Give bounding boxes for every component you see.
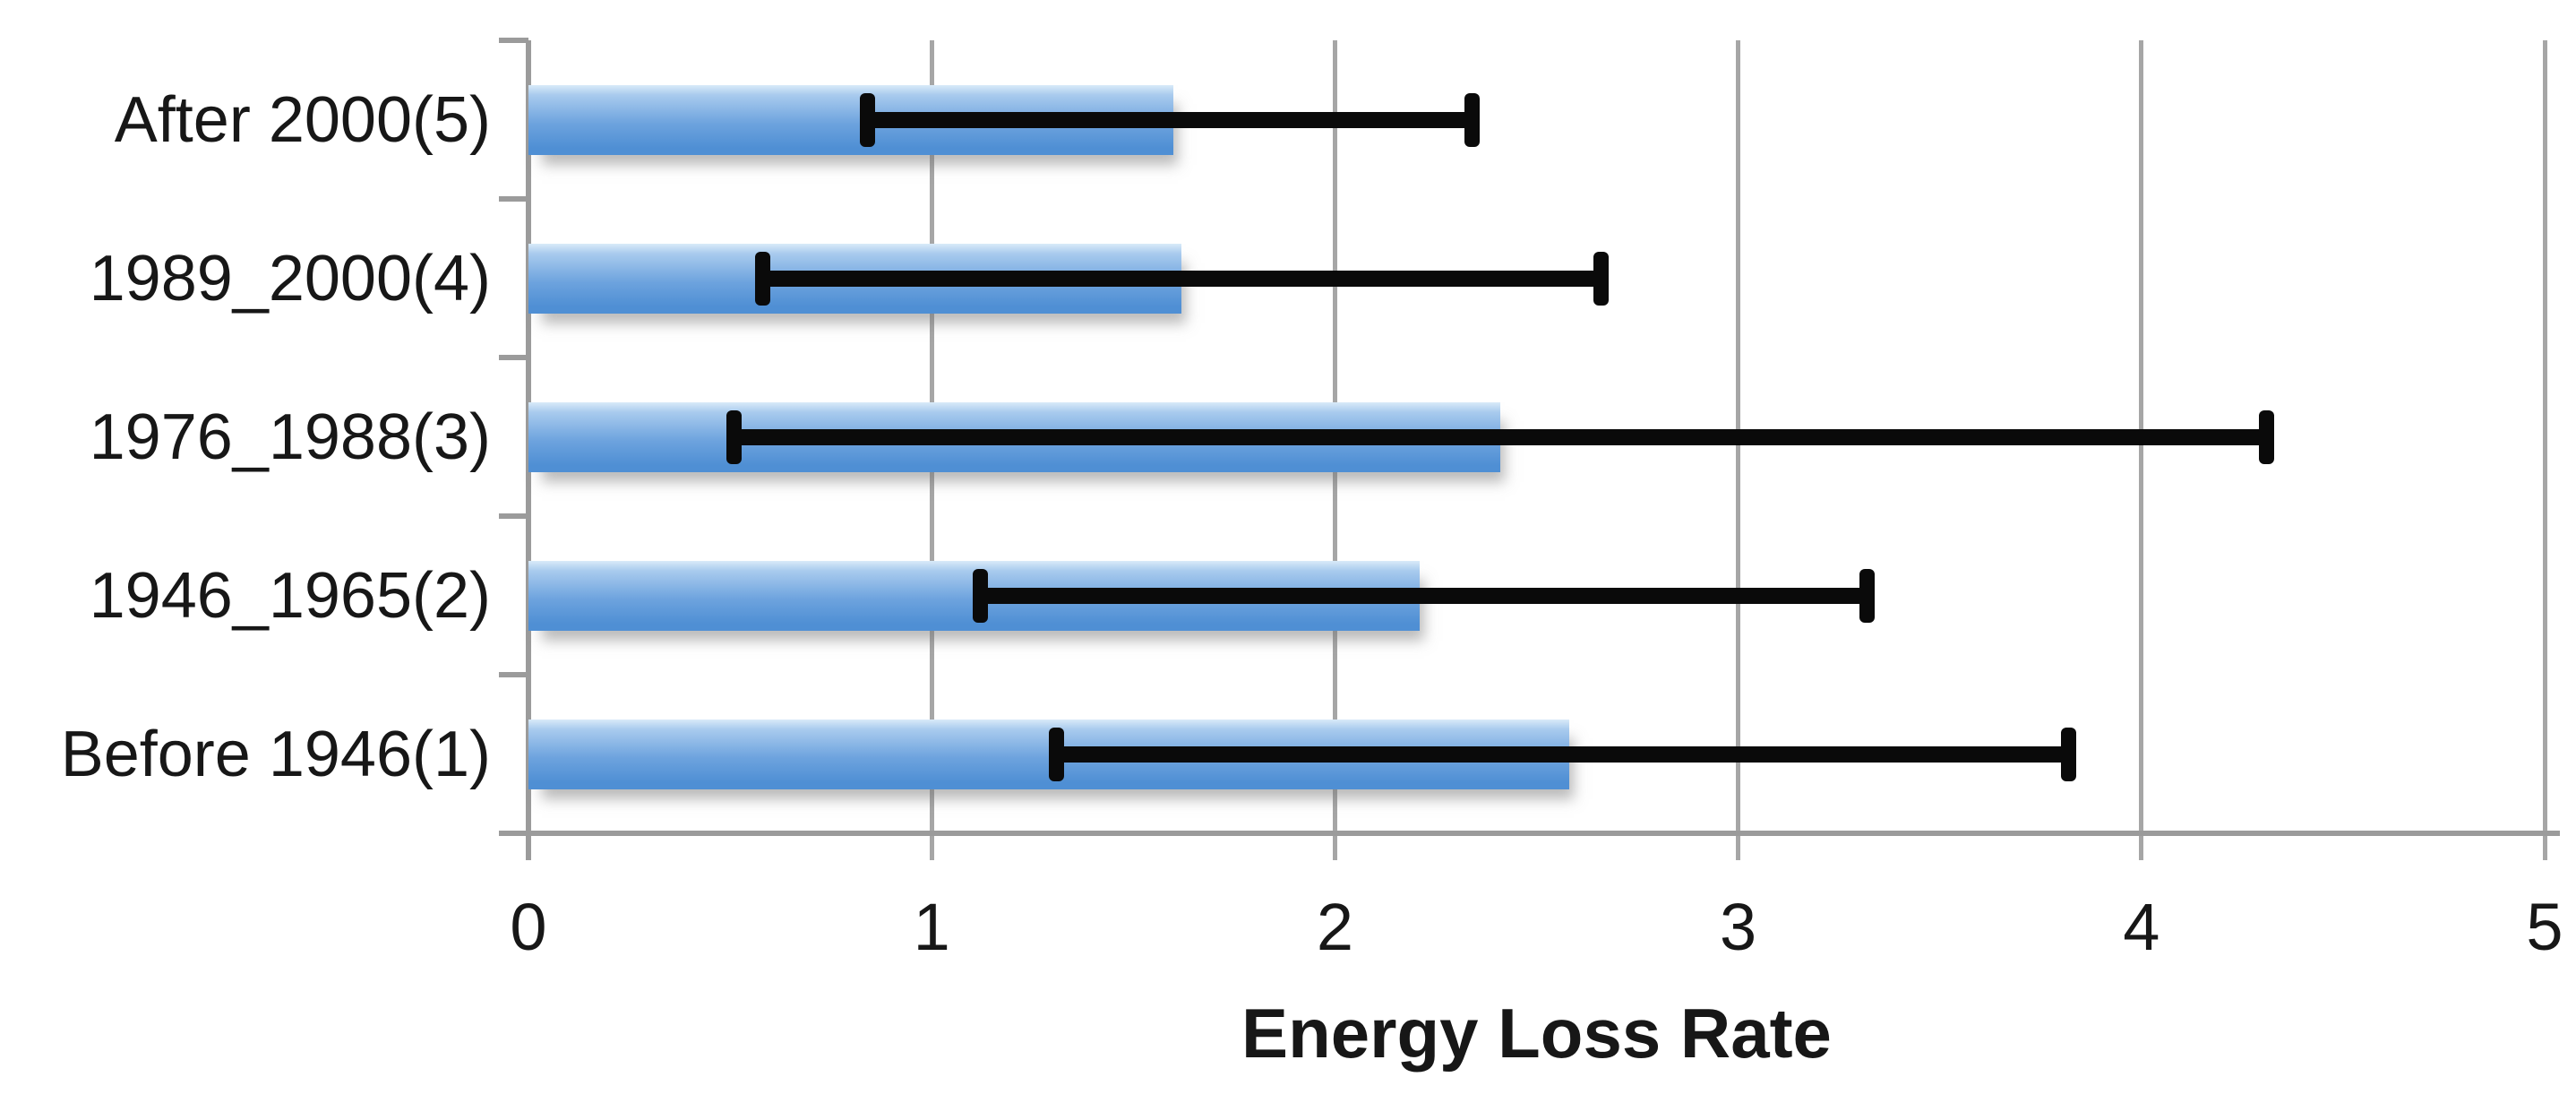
error-bar-cap-high <box>1464 93 1480 147</box>
x-tick-label: 3 <box>1720 890 1757 964</box>
error-bar-cap-high <box>1593 252 1610 306</box>
y-axis-tick <box>499 355 528 360</box>
error-bar-line <box>980 588 1868 604</box>
x-tick-label: 1 <box>913 890 950 964</box>
category-label: 1976_1988(3) <box>89 401 491 473</box>
bar-row <box>528 199 2545 358</box>
x-tick-label: 4 <box>2123 890 2160 964</box>
x-axis-tick-labels: 0 1 2 3 4 5 <box>510 883 2563 972</box>
error-bar-line <box>734 429 2267 445</box>
error-bar-cap-low <box>726 410 743 464</box>
error-bar-cap-low <box>972 569 988 623</box>
y-axis-tick <box>499 38 528 43</box>
bar-row <box>528 675 2545 833</box>
gridline <box>1736 40 1741 860</box>
y-axis-tick <box>499 196 528 202</box>
category-label: 1946_1965(2) <box>89 559 491 632</box>
bar-row <box>528 40 2545 199</box>
y-axis-category-labels: After 2000(5) 1989_2000(4) 1976_1988(3) 194… <box>0 40 491 833</box>
x-axis-line <box>499 831 2560 836</box>
y-axis-tick <box>499 672 528 677</box>
error-bar-cap-high <box>2061 728 2077 781</box>
bar-row <box>528 358 2545 516</box>
category-label: After 2000(5) <box>114 83 491 156</box>
error-bar-cap-high <box>1859 569 1876 623</box>
x-tick-label: 0 <box>510 890 547 964</box>
x-tick-label: 2 <box>1316 890 1353 964</box>
error-bar-cap-low <box>754 252 770 306</box>
y-axis-tick <box>499 513 528 519</box>
x-tick-label: 5 <box>2526 890 2563 964</box>
error-bar-line <box>1056 746 2069 763</box>
gridline <box>2139 40 2144 860</box>
x-axis-title: Energy Loss Rate <box>1241 994 1832 1073</box>
category-label: 1989_2000(4) <box>89 242 491 315</box>
error-bar-cap-low <box>859 93 875 147</box>
error-bar-cap-high <box>2258 410 2274 464</box>
category-label: Before 1946(1) <box>60 718 491 790</box>
error-bar-line <box>867 112 1473 128</box>
bar-row <box>528 516 2545 675</box>
gridline <box>2542 40 2547 860</box>
error-bar-line <box>762 271 1601 287</box>
plot-area <box>499 38 2560 860</box>
error-bar-cap-low <box>1049 728 1065 781</box>
